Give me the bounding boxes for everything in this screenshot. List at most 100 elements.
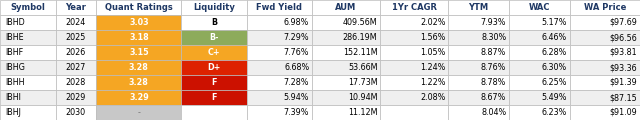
Bar: [96, 0, 182, 15]
Text: 8.30%: 8.30%: [481, 33, 506, 42]
Bar: [56, 30, 96, 45]
Text: Quant Ratings: Quant Ratings: [105, 3, 173, 12]
Bar: [0, 30, 56, 45]
Bar: [96, 90, 182, 105]
Bar: [0, 60, 56, 75]
Bar: [570, 75, 640, 90]
Bar: [380, 45, 448, 60]
Text: 3.18: 3.18: [129, 33, 148, 42]
Text: 17.73M: 17.73M: [348, 78, 378, 87]
Text: 6.25%: 6.25%: [541, 78, 567, 87]
Bar: [182, 60, 246, 75]
Text: 2.02%: 2.02%: [420, 18, 445, 27]
Bar: [312, 90, 380, 105]
Text: IBHI: IBHI: [5, 93, 21, 102]
Text: B-: B-: [209, 33, 219, 42]
Text: 3.28: 3.28: [129, 63, 149, 72]
Bar: [380, 15, 448, 30]
Bar: [312, 105, 380, 120]
Text: 1.24%: 1.24%: [420, 63, 445, 72]
Bar: [509, 60, 570, 75]
Bar: [448, 45, 509, 60]
Text: 6.68%: 6.68%: [284, 63, 309, 72]
Bar: [182, 15, 246, 30]
Bar: [448, 90, 509, 105]
Text: 2026: 2026: [66, 48, 86, 57]
Bar: [182, 75, 246, 90]
Bar: [246, 90, 312, 105]
Bar: [380, 90, 448, 105]
Text: 2025: 2025: [66, 33, 86, 42]
Text: $87.15: $87.15: [610, 93, 637, 102]
Text: 8.76%: 8.76%: [481, 63, 506, 72]
Bar: [570, 60, 640, 75]
Bar: [312, 15, 380, 30]
Text: 8.04%: 8.04%: [481, 108, 506, 117]
Bar: [448, 105, 509, 120]
Text: 2027: 2027: [66, 63, 86, 72]
Bar: [570, 90, 640, 105]
Text: 152.11M: 152.11M: [343, 48, 378, 57]
Bar: [380, 0, 448, 15]
Bar: [0, 0, 56, 15]
Bar: [56, 105, 96, 120]
Bar: [509, 0, 570, 15]
Bar: [182, 105, 246, 120]
Text: 286.19M: 286.19M: [343, 33, 378, 42]
Text: 8.78%: 8.78%: [481, 78, 506, 87]
Bar: [509, 15, 570, 30]
Bar: [246, 60, 312, 75]
Bar: [56, 75, 96, 90]
Text: 1.05%: 1.05%: [420, 48, 445, 57]
Bar: [0, 15, 56, 30]
Text: B: B: [211, 18, 217, 27]
Text: IBHJ: IBHJ: [5, 108, 21, 117]
Bar: [509, 30, 570, 45]
Bar: [570, 30, 640, 45]
Bar: [0, 75, 56, 90]
Bar: [312, 0, 380, 15]
Bar: [246, 0, 312, 15]
Text: 10.94M: 10.94M: [348, 93, 378, 102]
Bar: [570, 0, 640, 15]
Text: 11.12M: 11.12M: [348, 108, 378, 117]
Text: AUM: AUM: [335, 3, 356, 12]
Bar: [570, 105, 640, 120]
Bar: [246, 75, 312, 90]
Text: 3.03: 3.03: [129, 18, 148, 27]
Text: 2028: 2028: [66, 78, 86, 87]
Text: 1.56%: 1.56%: [420, 33, 445, 42]
Bar: [312, 75, 380, 90]
Text: $97.69: $97.69: [609, 18, 637, 27]
Bar: [0, 45, 56, 60]
Bar: [56, 90, 96, 105]
Bar: [246, 30, 312, 45]
Bar: [56, 15, 96, 30]
Bar: [56, 45, 96, 60]
Text: 2029: 2029: [66, 93, 86, 102]
Text: IBHF: IBHF: [5, 48, 23, 57]
Text: 8.87%: 8.87%: [481, 48, 506, 57]
Text: 3.29: 3.29: [129, 93, 148, 102]
Bar: [448, 0, 509, 15]
Text: 2024: 2024: [66, 18, 86, 27]
Bar: [380, 30, 448, 45]
Bar: [182, 90, 246, 105]
Text: 3.15: 3.15: [129, 48, 148, 57]
Text: 6.23%: 6.23%: [541, 108, 567, 117]
Text: $91.39: $91.39: [610, 78, 637, 87]
Bar: [448, 15, 509, 30]
Text: YTM: YTM: [468, 3, 488, 12]
Bar: [312, 60, 380, 75]
Text: 409.56M: 409.56M: [343, 18, 378, 27]
Text: 7.76%: 7.76%: [284, 48, 309, 57]
Bar: [96, 75, 182, 90]
Bar: [448, 60, 509, 75]
Text: $93.36: $93.36: [610, 63, 637, 72]
Text: 7.28%: 7.28%: [284, 78, 309, 87]
Bar: [0, 105, 56, 120]
Text: 7.93%: 7.93%: [481, 18, 506, 27]
Text: 2.08%: 2.08%: [420, 93, 445, 102]
Bar: [96, 15, 182, 30]
Text: 3.28: 3.28: [129, 78, 149, 87]
